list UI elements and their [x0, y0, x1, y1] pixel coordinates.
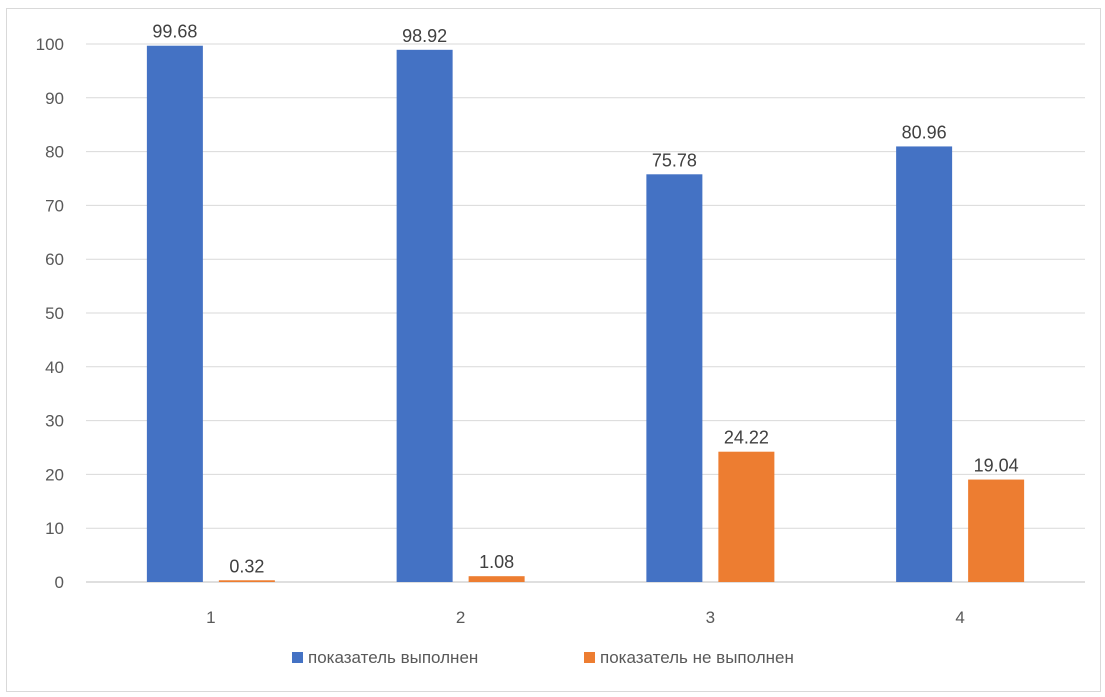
legend: показатель выполнен показатель не выполне… — [292, 648, 794, 667]
data-label: 0.32 — [229, 556, 264, 576]
y-tick-label: 30 — [45, 412, 64, 431]
bar — [646, 174, 703, 583]
y-tick-label: 10 — [45, 519, 64, 538]
legend-label: показатель не выполнен — [600, 648, 794, 667]
legend-swatch — [292, 652, 303, 663]
legend-label: показатель выполнен — [308, 648, 478, 667]
data-label: 1.08 — [479, 552, 514, 572]
y-tick-label: 60 — [45, 250, 64, 269]
data-label: 19.04 — [974, 456, 1019, 476]
data-labels: 99.68 0.32 98.92 1.08 75.78 24.22 80.96 19.04 — [152, 22, 1018, 577]
bar — [468, 576, 525, 582]
x-tick-label: 2 — [456, 608, 465, 627]
x-tick-label: 3 — [706, 608, 715, 627]
y-tick-label: 70 — [45, 196, 64, 215]
data-label: 75.78 — [652, 150, 697, 170]
y-tick-label: 20 — [45, 465, 64, 484]
bar — [968, 479, 1025, 582]
x-axis-tick-labels: 1 2 3 4 — [206, 608, 965, 627]
data-label: 99.68 — [152, 22, 197, 42]
y-tick-label: 50 — [45, 304, 64, 323]
bar — [146, 45, 203, 582]
bar — [718, 451, 775, 582]
data-label: 80.96 — [902, 122, 947, 142]
bar — [396, 49, 453, 582]
y-tick-label: 0 — [55, 573, 64, 592]
legend-swatch — [584, 652, 595, 663]
bars — [146, 45, 1025, 583]
y-tick-label: 80 — [45, 143, 64, 162]
data-label: 98.92 — [402, 26, 447, 46]
y-axis-tick-labels: 0 10 20 30 40 50 60 70 80 90 100 — [36, 35, 64, 592]
bar — [896, 146, 953, 583]
y-tick-label: 40 — [45, 358, 64, 377]
y-tick-label: 100 — [36, 35, 64, 54]
data-label: 24.22 — [724, 428, 769, 448]
bar — [218, 580, 275, 582]
x-tick-label: 1 — [206, 608, 215, 627]
x-tick-label: 4 — [955, 608, 964, 627]
y-tick-label: 90 — [45, 89, 64, 108]
